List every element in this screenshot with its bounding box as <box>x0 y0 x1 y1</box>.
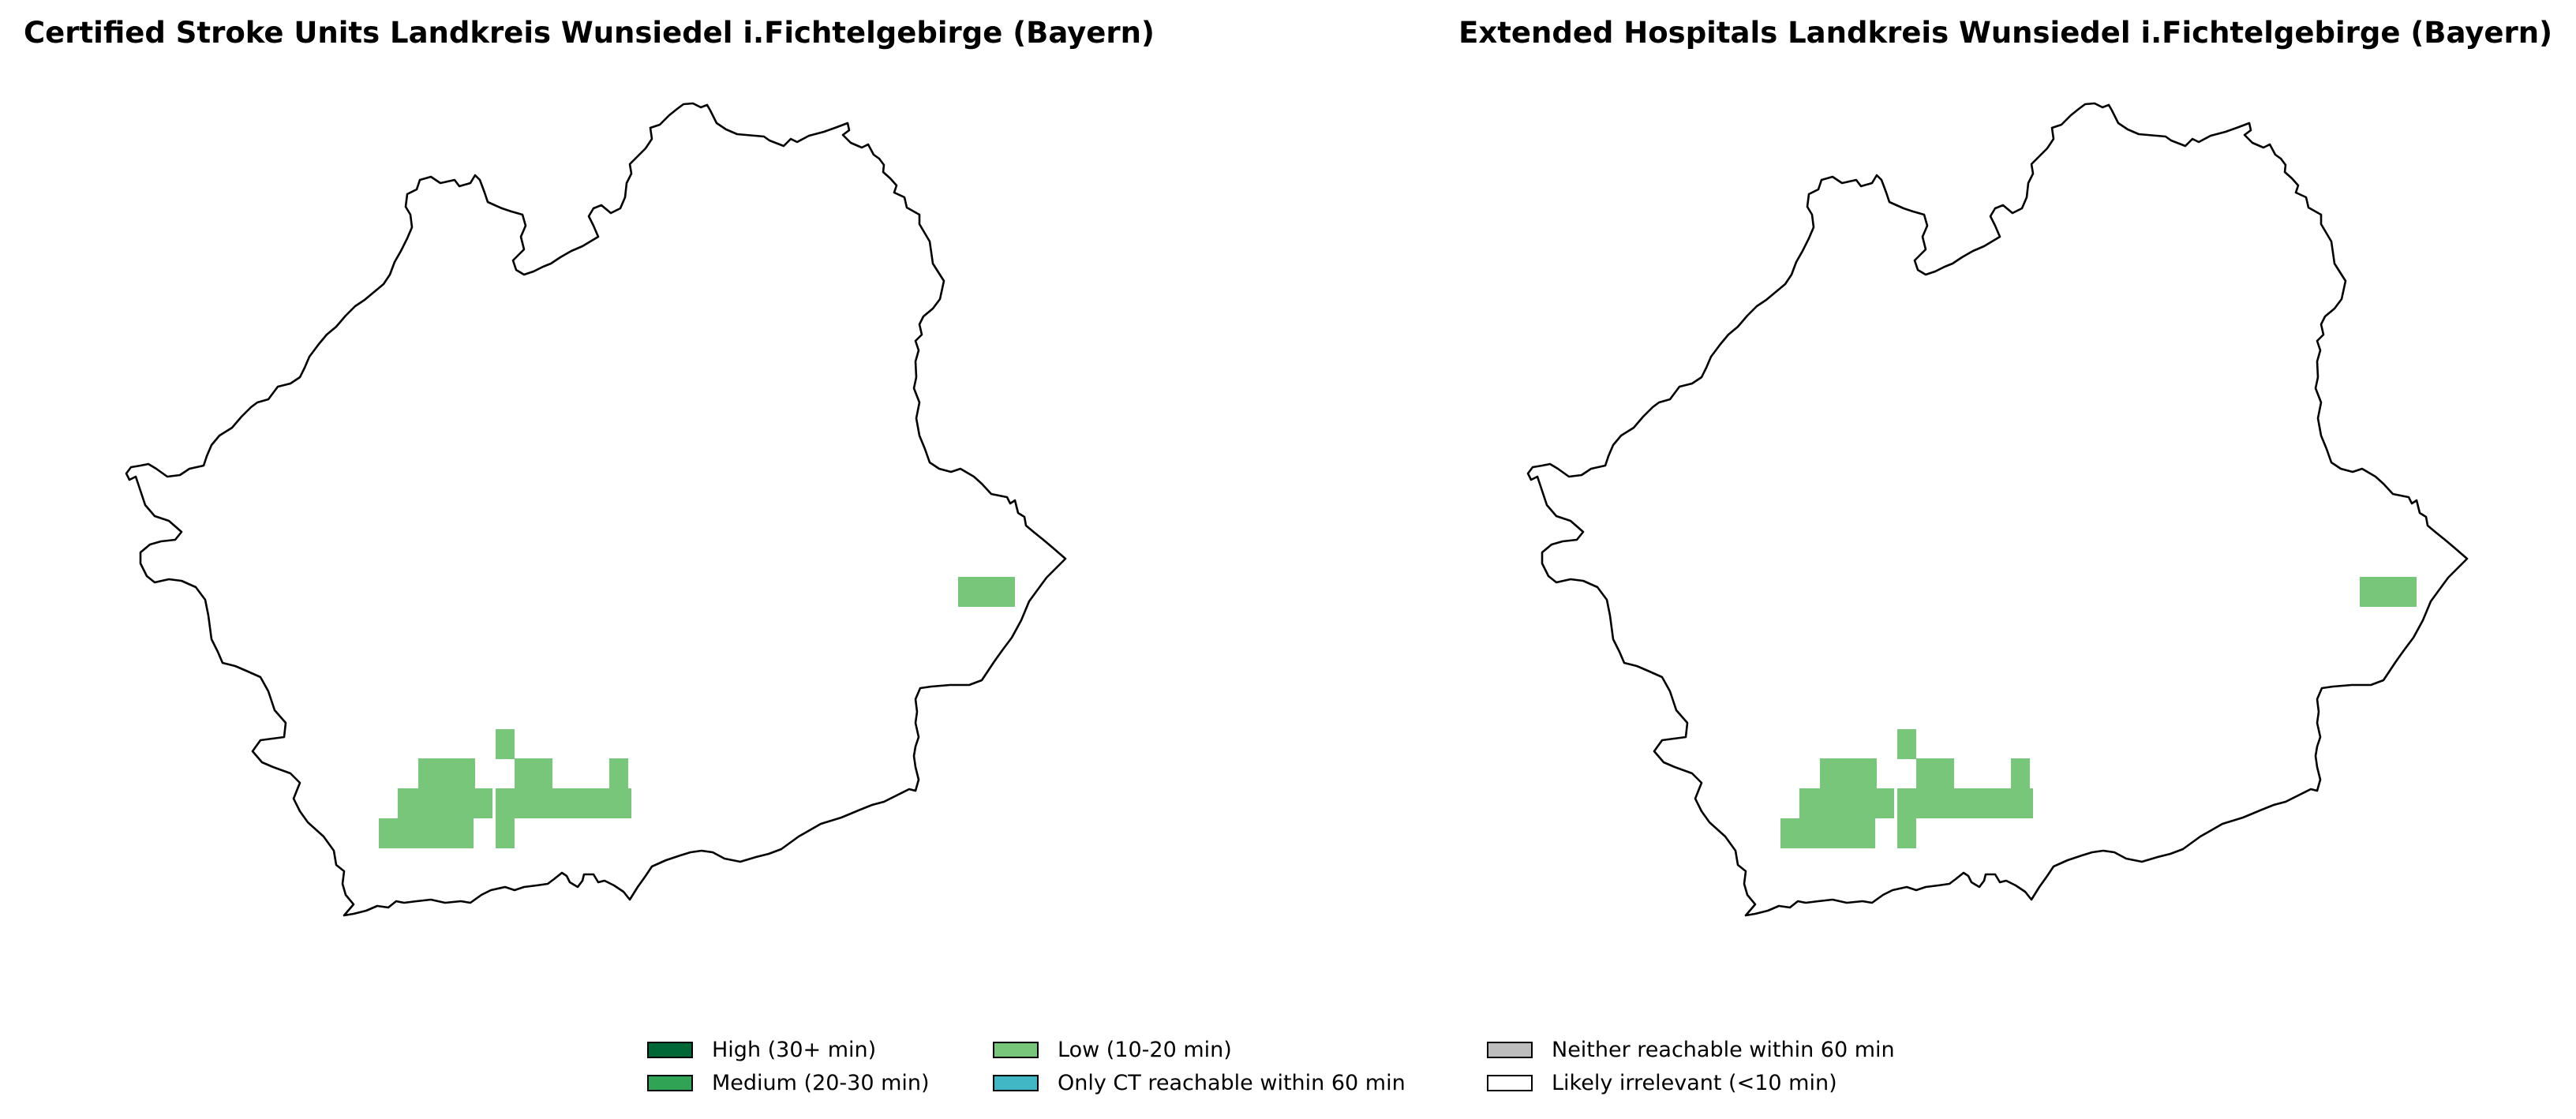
map-extended-hospitals <box>1526 102 2469 917</box>
legend-swatch-medium <box>647 1074 693 1091</box>
district-boundary <box>125 102 1067 917</box>
legend-label-ct-only: Only CT reachable within 60 min <box>1058 1070 1406 1095</box>
coverage-cell-9 <box>496 818 515 848</box>
legend-swatch-neither <box>1487 1041 1533 1058</box>
legend-label-high: High (30+ min) <box>712 1037 877 1062</box>
legend-item-medium: Medium (20-30 min) <box>647 1067 930 1098</box>
legend-item-neither: Neither reachable within 60 min <box>1487 1034 1895 1065</box>
coverage-cell-9 <box>1897 818 1916 848</box>
legend-swatch-ct-only <box>993 1074 1039 1091</box>
legend-swatch-high <box>647 1041 693 1058</box>
coverage-cell-7 <box>1897 788 2033 818</box>
legend-label-low: Low (10-20 min) <box>1058 1037 1232 1062</box>
legend: High (30+ min) Medium (20-30 min) Low (1… <box>647 1034 1973 1105</box>
coverage-cell-5 <box>609 758 628 788</box>
coverage-cell-1 <box>2360 577 2417 607</box>
legend-swatch-irrelevant <box>1487 1074 1533 1091</box>
coverage-cell-7 <box>496 788 631 818</box>
coverage-cell-3 <box>496 729 515 759</box>
legend-item-irrelevant: Likely irrelevant (<10 min) <box>1487 1067 1837 1098</box>
coverage-cells <box>1780 577 2417 848</box>
map-title-extended-hospitals: Extended Hospitals Landkreis Wunsiedel i… <box>1458 16 2552 50</box>
coverage-cell-2 <box>1820 758 1877 788</box>
legend-label-neither: Neither reachable within 60 min <box>1552 1037 1895 1062</box>
legend-item-ct-only: Only CT reachable within 60 min <box>993 1067 1406 1098</box>
coverage-cells <box>379 577 1015 848</box>
coverage-cell-5 <box>2011 758 2030 788</box>
coverage-cell-1 <box>958 577 1015 607</box>
coverage-cell-8 <box>1780 818 1875 848</box>
map-title-stroke-units: Certified Stroke Units Landkreis Wunsied… <box>24 16 1155 50</box>
coverage-cell-6 <box>1799 788 1894 818</box>
coverage-cell-3 <box>1897 729 1916 759</box>
coverage-cell-2 <box>418 758 475 788</box>
legend-item-low: Low (10-20 min) <box>993 1034 1232 1065</box>
district-boundary <box>1526 102 2469 917</box>
coverage-cell-4 <box>515 758 552 788</box>
legend-label-irrelevant: Likely irrelevant (<10 min) <box>1552 1070 1837 1095</box>
legend-item-high: High (30+ min) <box>647 1034 876 1065</box>
coverage-cell-8 <box>379 818 474 848</box>
coverage-cell-4 <box>1916 758 1954 788</box>
legend-swatch-low <box>993 1041 1039 1058</box>
map-stroke-units <box>125 102 1067 917</box>
legend-label-medium: Medium (20-30 min) <box>712 1070 930 1095</box>
coverage-cell-6 <box>398 788 492 818</box>
